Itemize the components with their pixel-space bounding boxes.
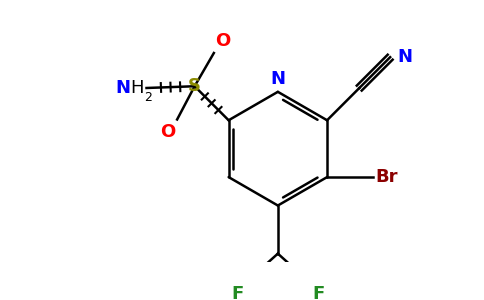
Text: F: F <box>231 285 244 300</box>
Text: F: F <box>312 285 324 300</box>
Text: Br: Br <box>375 168 398 186</box>
Text: O: O <box>215 32 231 50</box>
Text: N: N <box>116 79 131 97</box>
Text: O: O <box>160 123 175 141</box>
Text: H: H <box>130 79 144 97</box>
Text: N: N <box>397 48 412 66</box>
Text: 2: 2 <box>144 92 152 104</box>
Text: N: N <box>271 70 286 88</box>
Text: S: S <box>188 77 201 95</box>
